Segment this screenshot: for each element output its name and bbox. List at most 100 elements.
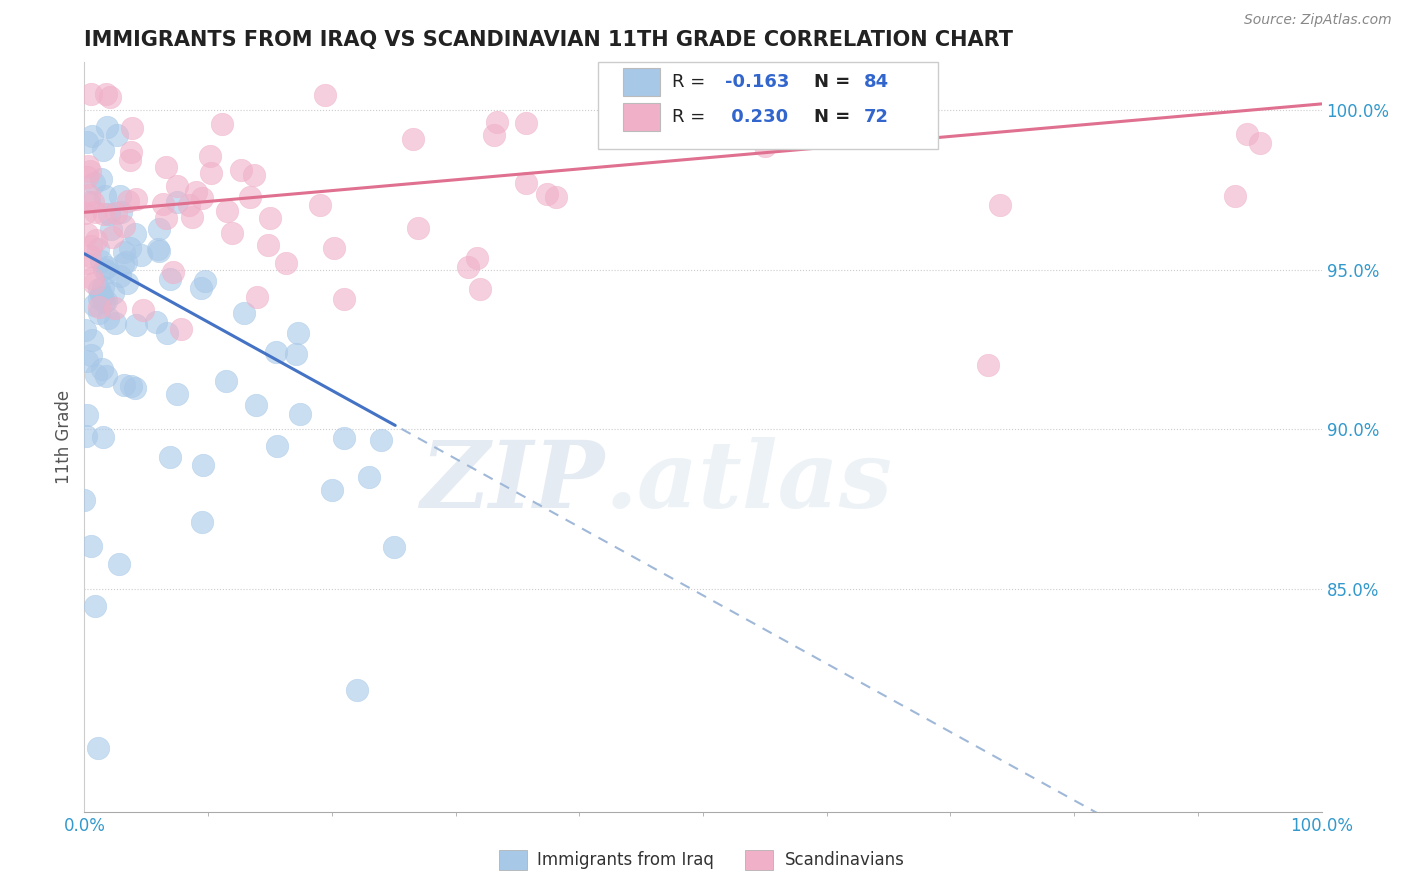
Point <box>80 539 103 553</box>
Point <box>148 244 170 258</box>
Point <box>90 290 112 304</box>
Point <box>148 221 170 235</box>
Point <box>333 431 356 445</box>
Point <box>191 458 214 472</box>
Point <box>124 192 146 206</box>
Point <box>112 244 135 259</box>
Point <box>145 315 167 329</box>
Point <box>264 345 287 359</box>
Point <box>125 318 148 332</box>
Point <box>101 230 124 244</box>
Point <box>96 87 118 102</box>
Point <box>94 368 117 383</box>
Point <box>191 515 214 529</box>
Text: N =: N = <box>814 108 856 126</box>
Point <box>100 222 122 236</box>
Point <box>1236 127 1258 141</box>
Point <box>83 276 105 290</box>
Point <box>243 168 266 182</box>
Text: IMMIGRANTS FROM IRAQ VS SCANDINAVIAN 11TH GRADE CORRELATION CHART: IMMIGRANTS FROM IRAQ VS SCANDINAVIAN 11T… <box>84 29 1014 50</box>
Point <box>536 187 558 202</box>
Point <box>229 162 252 177</box>
Point <box>75 323 97 337</box>
Text: .atlas: .atlas <box>605 437 893 527</box>
Point <box>76 169 98 184</box>
Point <box>83 176 105 190</box>
Point <box>988 197 1011 211</box>
Point <box>76 136 98 150</box>
Point <box>121 121 143 136</box>
Point <box>544 190 567 204</box>
Point <box>112 378 135 392</box>
Point <box>73 492 96 507</box>
Point <box>77 188 100 202</box>
Point <box>152 197 174 211</box>
Point <box>288 408 311 422</box>
Point <box>117 194 139 208</box>
Point <box>94 294 117 309</box>
Point <box>83 298 105 312</box>
Point <box>120 153 142 168</box>
Point <box>245 290 267 304</box>
Text: Immigrants from Iraq: Immigrants from Iraq <box>537 851 714 869</box>
Point <box>314 88 336 103</box>
Point <box>77 195 100 210</box>
Point <box>1223 189 1246 203</box>
Point <box>111 257 134 271</box>
Point <box>215 203 238 218</box>
Point <box>120 378 142 392</box>
Point <box>84 368 107 383</box>
Point <box>309 198 332 212</box>
Point <box>82 195 104 210</box>
Point <box>120 145 142 159</box>
FancyBboxPatch shape <box>623 103 659 131</box>
Point <box>76 255 98 269</box>
Point <box>96 265 118 279</box>
Point <box>87 291 110 305</box>
FancyBboxPatch shape <box>598 62 938 149</box>
Point <box>80 239 103 253</box>
Point <box>93 280 115 294</box>
Point <box>118 241 141 255</box>
Point <box>104 301 127 316</box>
Point <box>97 311 120 326</box>
Point <box>76 159 98 173</box>
Y-axis label: 11th Grade: 11th Grade <box>55 390 73 484</box>
Point <box>166 387 188 401</box>
Point <box>457 260 479 275</box>
Point <box>406 221 429 235</box>
Point <box>90 171 112 186</box>
Point <box>191 191 214 205</box>
Point <box>87 282 110 296</box>
Text: Scandinavians: Scandinavians <box>785 851 904 869</box>
Point <box>80 334 103 348</box>
Point <box>184 185 207 199</box>
Point <box>76 408 98 422</box>
Point <box>274 256 297 270</box>
Point <box>91 144 114 158</box>
Point <box>76 353 98 368</box>
Point <box>515 116 537 130</box>
Point <box>91 430 114 444</box>
Point <box>94 189 117 203</box>
Point <box>98 90 121 104</box>
Point <box>321 483 343 497</box>
Point <box>84 233 107 247</box>
Point <box>166 179 188 194</box>
Point <box>200 166 222 180</box>
Point <box>323 241 346 255</box>
Point <box>124 381 146 395</box>
Point <box>156 326 179 340</box>
Point <box>162 265 184 279</box>
Point <box>266 439 288 453</box>
Point <box>90 287 112 301</box>
Point <box>166 194 188 209</box>
Point <box>89 306 111 320</box>
Point <box>104 316 127 330</box>
Point <box>515 176 537 190</box>
Point <box>159 271 181 285</box>
Point <box>485 114 508 128</box>
Point <box>259 211 281 225</box>
Point <box>465 251 488 265</box>
Point <box>117 277 139 291</box>
